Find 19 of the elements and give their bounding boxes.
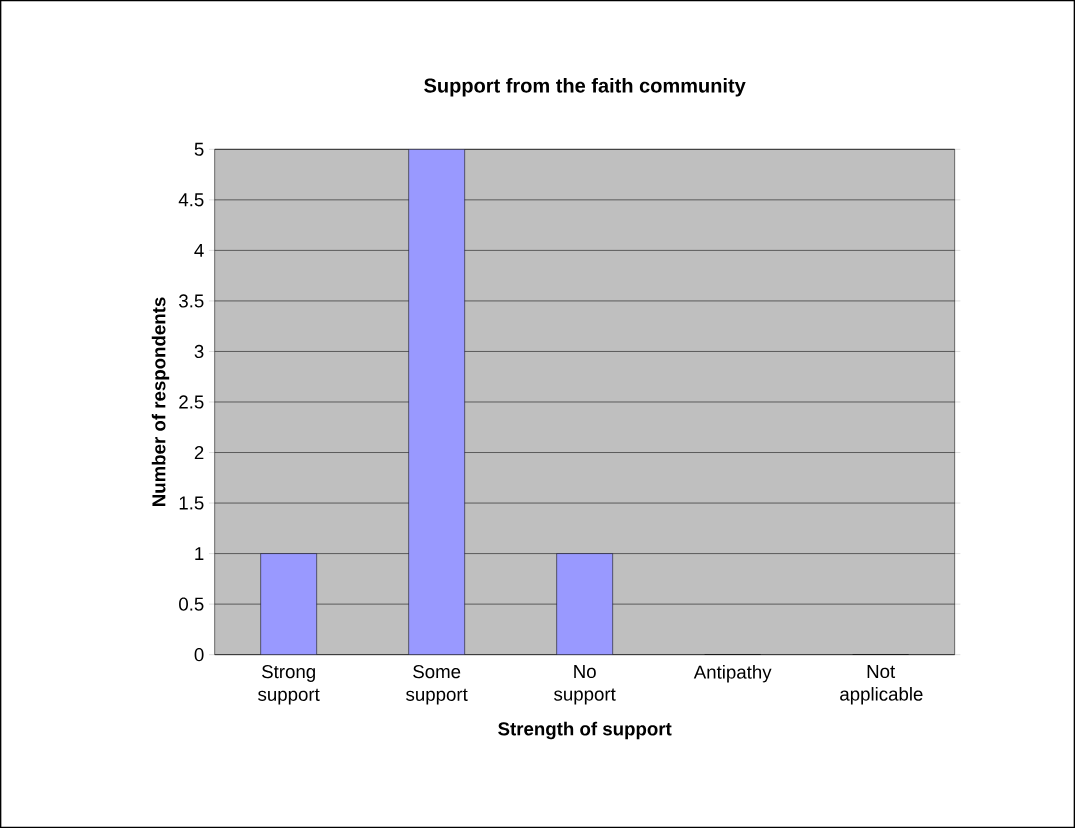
y-tick-label: 2 xyxy=(194,445,204,460)
chart-title: Support from the faith community xyxy=(424,77,746,97)
x-tick-label: Not applicable xyxy=(840,665,923,705)
x-tick-label: Antipathy xyxy=(693,665,772,683)
x-tick-label: No support xyxy=(554,665,616,705)
y-tick-label: 0.5 xyxy=(179,597,204,611)
y-axis-title: Number of respondents xyxy=(151,297,170,506)
y-tick-label: 0 xyxy=(194,648,204,662)
x-tick-label: Some support xyxy=(406,665,468,705)
y-tick-label: 3.5 xyxy=(179,294,204,308)
y-tick-label: 4.5 xyxy=(178,193,204,207)
y-tick-label: 4 xyxy=(194,243,204,257)
x-axis-title: Strength of support xyxy=(498,721,672,740)
y-tick-label: 1.5 xyxy=(179,496,204,510)
y-tick-label: 2.5 xyxy=(179,395,204,409)
y-tick-label: 3 xyxy=(194,344,204,359)
y-tick-label: 5 xyxy=(194,142,204,156)
y-tick-label: 1 xyxy=(195,547,204,561)
x-tick-label: Strong support xyxy=(258,665,320,705)
